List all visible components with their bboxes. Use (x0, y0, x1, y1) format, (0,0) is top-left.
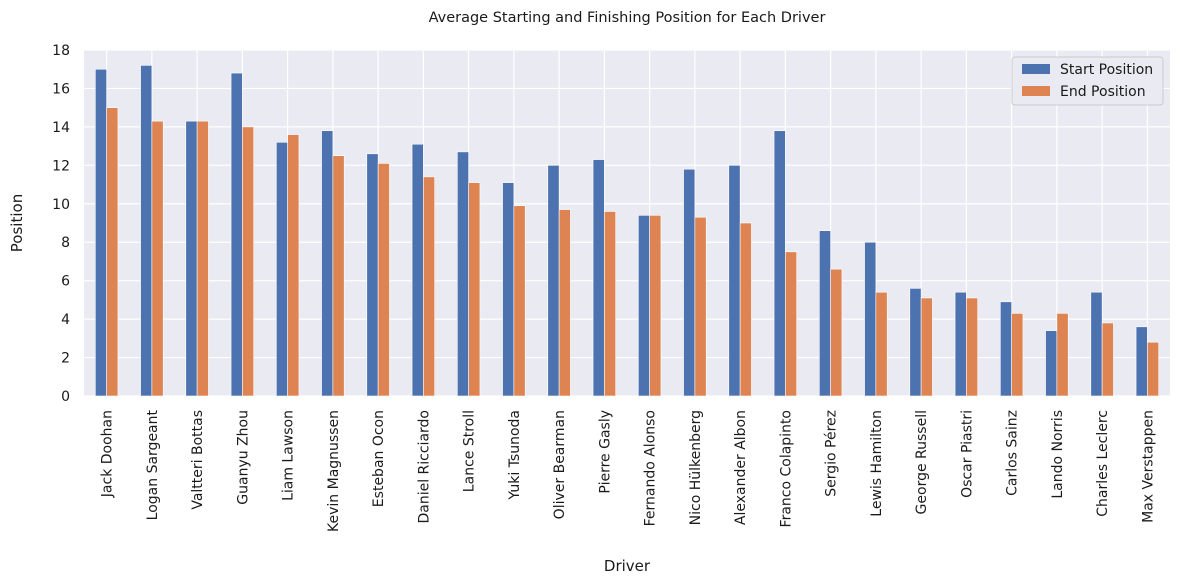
bar-start-position (728, 165, 741, 397)
bar-start-position (95, 68, 107, 397)
bar-end-position (1056, 313, 1069, 397)
x-tick-label: Guanyu Zhou (235, 410, 251, 505)
bar-end-position (151, 120, 164, 397)
y-tick-label: 4 (61, 312, 70, 328)
bar-end-position (1101, 322, 1114, 397)
bar-start-position (954, 291, 967, 397)
bar-start-position (502, 182, 515, 397)
x-tick-label: Yuki Tsunoda (507, 410, 523, 501)
y-tick-label: 14 (52, 120, 70, 136)
bar-start-position (1000, 301, 1012, 397)
y-axis-ticks: 0 2 4 6 8 10 12 14 16 18 (52, 43, 70, 405)
x-tick-label: George Russell (914, 410, 930, 514)
bar-start-position (457, 151, 469, 397)
x-tick-label: Oscar Piastri (959, 410, 975, 498)
bar-end-position (739, 222, 752, 397)
legend-swatch-start-position (1022, 64, 1050, 74)
legend-label-end-position: End Position (1060, 84, 1146, 100)
bar-start-position (909, 288, 922, 397)
y-tick-label: 0 (61, 389, 70, 405)
x-tick-label: Oliver Bearman (552, 410, 568, 519)
bar-start-position (140, 65, 153, 397)
y-tick-label: 18 (52, 43, 70, 59)
bar-end-position (106, 107, 119, 397)
bar-end-position (966, 297, 978, 397)
x-tick-label: Valtteri Bottas (190, 410, 206, 510)
x-tick-label: Charles Leclerc (1095, 410, 1111, 517)
bar-end-position (875, 291, 888, 397)
bar-start-position (411, 143, 424, 397)
bar-start-position (819, 230, 831, 397)
bar-start-position (230, 72, 243, 397)
x-tick-label: Sergio Pérez (824, 410, 840, 497)
bar-end-position (423, 176, 435, 397)
bar-start-position (185, 120, 198, 397)
bar-end-position (558, 209, 571, 397)
y-tick-label: 6 (61, 274, 70, 290)
bar-start-position (321, 130, 334, 397)
x-tick-label: Daniel Ricciardo (416, 410, 432, 524)
x-tick-label: Jack Doohan (100, 410, 116, 498)
x-tick-label: Kevin Magnussen (326, 410, 342, 532)
bar-end-position (649, 215, 662, 397)
x-tick-label: Fernando Alonso (643, 410, 659, 526)
bar-start-position (683, 168, 696, 397)
bar-end-position (377, 163, 390, 397)
bar-start-position (638, 215, 650, 397)
bar-end-position (785, 251, 797, 397)
legend-swatch-end-position (1022, 86, 1050, 96)
chart-title: Average Starting and Finishing Position … (429, 10, 826, 26)
legend-label-start-position: Start Position (1060, 62, 1153, 78)
bar-end-position (694, 216, 707, 397)
bar-start-position (1090, 291, 1103, 397)
bar-end-position (1147, 341, 1159, 397)
x-tick-label: Franco Colapinto (778, 410, 794, 527)
bar-start-position (1135, 326, 1148, 397)
x-tick-label: Esteban Ocon (371, 410, 387, 507)
x-tick-label: Max Verstappen (1140, 410, 1156, 523)
x-tick-label: Logan Sargeant (145, 409, 161, 520)
y-tick-label: 10 (52, 197, 70, 213)
x-tick-label: Lando Norris (1050, 410, 1066, 499)
bar-start-position (592, 159, 605, 397)
x-tick-label: Pierre Gasly (597, 410, 613, 494)
bar-start-position (1045, 330, 1058, 397)
x-axis-ticks: Jack Doohan Logan Sargeant Valtteri Bottas… (100, 409, 1157, 531)
x-tick-label: Alexander Albon (733, 410, 749, 525)
bar-start-position (366, 153, 379, 397)
bar-end-position (332, 155, 345, 397)
x-tick-label: Carlos Sainz (1005, 410, 1021, 496)
bar-end-position (604, 211, 616, 397)
x-tick-label: Lance Stroll (462, 410, 478, 492)
bar-end-position (196, 120, 209, 397)
bar-end-position (242, 126, 254, 397)
y-tick-label: 16 (52, 81, 70, 97)
y-axis-title: Position (8, 194, 26, 252)
x-tick-label: Liam Lawson (281, 410, 297, 501)
bar-end-position (287, 134, 300, 397)
bar-end-position (1011, 313, 1024, 397)
y-tick-label: 12 (52, 158, 70, 174)
bar-end-position (920, 297, 933, 397)
y-tick-label: 2 (61, 351, 70, 367)
x-axis-title: Driver (604, 557, 651, 575)
bar-start-position (864, 241, 877, 397)
x-tick-label: Nico Hülkenberg (688, 410, 704, 525)
bar-start-position (547, 165, 560, 397)
y-tick-label: 8 (61, 235, 70, 251)
x-tick-label: Lewis Hamilton (869, 410, 885, 517)
bars (95, 65, 1159, 397)
plot-background (84, 50, 1170, 396)
bar-end-position (513, 205, 526, 397)
bar-start-position (276, 141, 288, 397)
bar-end-position (830, 268, 843, 397)
legend: Start Position End Position (1011, 56, 1164, 106)
bar-end-position (468, 182, 481, 397)
bar-start-position (773, 130, 786, 397)
